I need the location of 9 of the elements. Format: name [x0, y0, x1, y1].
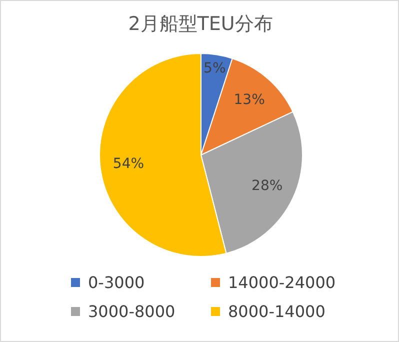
data-label: 13% [234, 92, 265, 108]
data-label: 54% [112, 156, 144, 172]
legend-label: 3000-8000 [87, 302, 176, 321]
data-label: 5% [204, 60, 226, 76]
chart-title: 2月船型TEU分布 [127, 12, 274, 37]
legend-label: 0-3000 [87, 273, 146, 292]
data-label: 28% [252, 178, 283, 194]
legend-label: 8000-14000 [227, 302, 326, 321]
legend-label: 14000-24000 [227, 273, 337, 292]
